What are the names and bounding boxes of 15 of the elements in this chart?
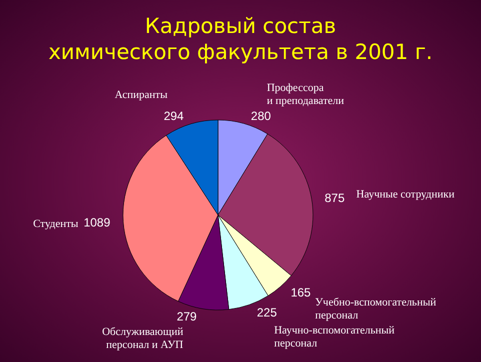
data-label: 875 [324,191,345,206]
slice-label: Аспиранты [114,89,168,102]
data-label: 225 [256,305,278,320]
data-label: 294 [164,109,184,124]
slice-label: Профессора и преподаватели [266,82,344,108]
data-label: 1089 [84,215,111,230]
slice-label: Научно-вспомогательный персонал [274,324,395,350]
slice-label: Научные сотрудники [356,188,455,200]
slice-label: Обслуживающий персонал и АУП [102,326,184,351]
data-label: 279 [176,310,198,324]
slice-label: Учебно-вспомогательный персонал [315,296,436,322]
data-label: 280 [250,108,272,123]
slice-label: Студенты [33,218,79,230]
chart-title: Кадровый состав химического факультета в 2001 г. [48,14,433,64]
data-label: 165 [290,286,312,300]
